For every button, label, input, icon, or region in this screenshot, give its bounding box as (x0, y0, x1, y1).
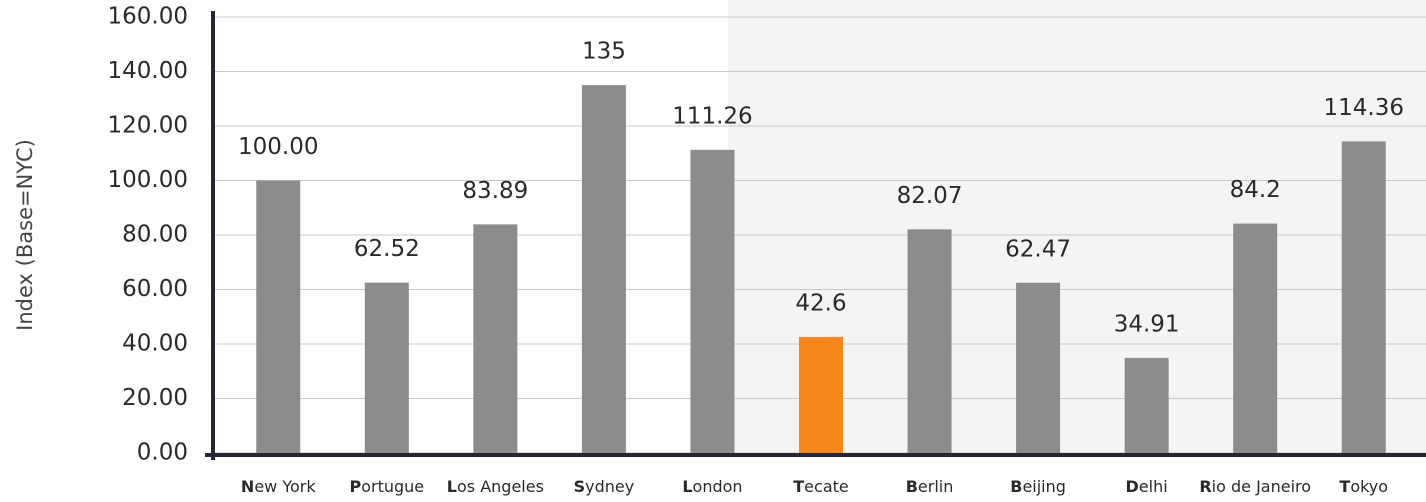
bar (581, 85, 626, 453)
bar (1233, 223, 1278, 453)
bar (473, 224, 518, 453)
value-label: 111.26 (672, 103, 752, 129)
value-label: 114.36 (1323, 95, 1403, 121)
x-tick-label: New York (241, 477, 316, 496)
value-label: 100.00 (238, 134, 318, 160)
value-label: 135 (582, 39, 626, 65)
value-label: 83.89 (462, 178, 528, 204)
x-tick-label: Portugue (349, 477, 424, 496)
bar (690, 149, 735, 453)
x-tick-label: Beijing (1010, 477, 1066, 496)
x-tick-label: London (682, 477, 742, 496)
value-label: 62.52 (354, 236, 420, 262)
x-tick-label: Los Angeles (447, 477, 544, 496)
value-label: 42.6 (795, 290, 846, 316)
x-tick-label: Tokyo (1339, 477, 1388, 496)
y-tick-label: 60.00 (122, 276, 188, 302)
y-tick-label: 100.00 (108, 167, 188, 193)
value-label: 62.47 (1005, 236, 1071, 262)
y-tick-label: 40.00 (122, 331, 188, 357)
x-tick-label: Tecate (793, 477, 848, 496)
y-axis-title: Index (Base=NYC) (13, 139, 37, 331)
x-tick-label: Rio de Janeiro (1199, 477, 1311, 496)
x-tick-label: Sydney (574, 477, 635, 496)
bars (256, 85, 1386, 453)
y-tick-label: 20.00 (122, 385, 188, 411)
bar (256, 180, 301, 453)
bar (1016, 282, 1061, 453)
x-tick-label: Delhi (1126, 477, 1168, 496)
y-tick-label: 80.00 (122, 222, 188, 248)
bar (1341, 141, 1386, 453)
bar (1124, 357, 1169, 453)
background-panel (728, 0, 1426, 455)
x-tick-label: Berlin (906, 477, 954, 496)
bar (799, 336, 843, 453)
y-tick-label: 0.00 (137, 440, 188, 466)
value-label: 84.2 (1230, 177, 1281, 203)
y-tick-label: 120.00 (108, 113, 188, 139)
y-tick-label: 140.00 (108, 58, 188, 84)
bar (364, 282, 409, 453)
value-label: 82.07 (897, 183, 963, 209)
value-label: 34.91 (1114, 311, 1180, 337)
y-tick-label: 160.00 (108, 4, 188, 30)
bar (907, 229, 952, 453)
